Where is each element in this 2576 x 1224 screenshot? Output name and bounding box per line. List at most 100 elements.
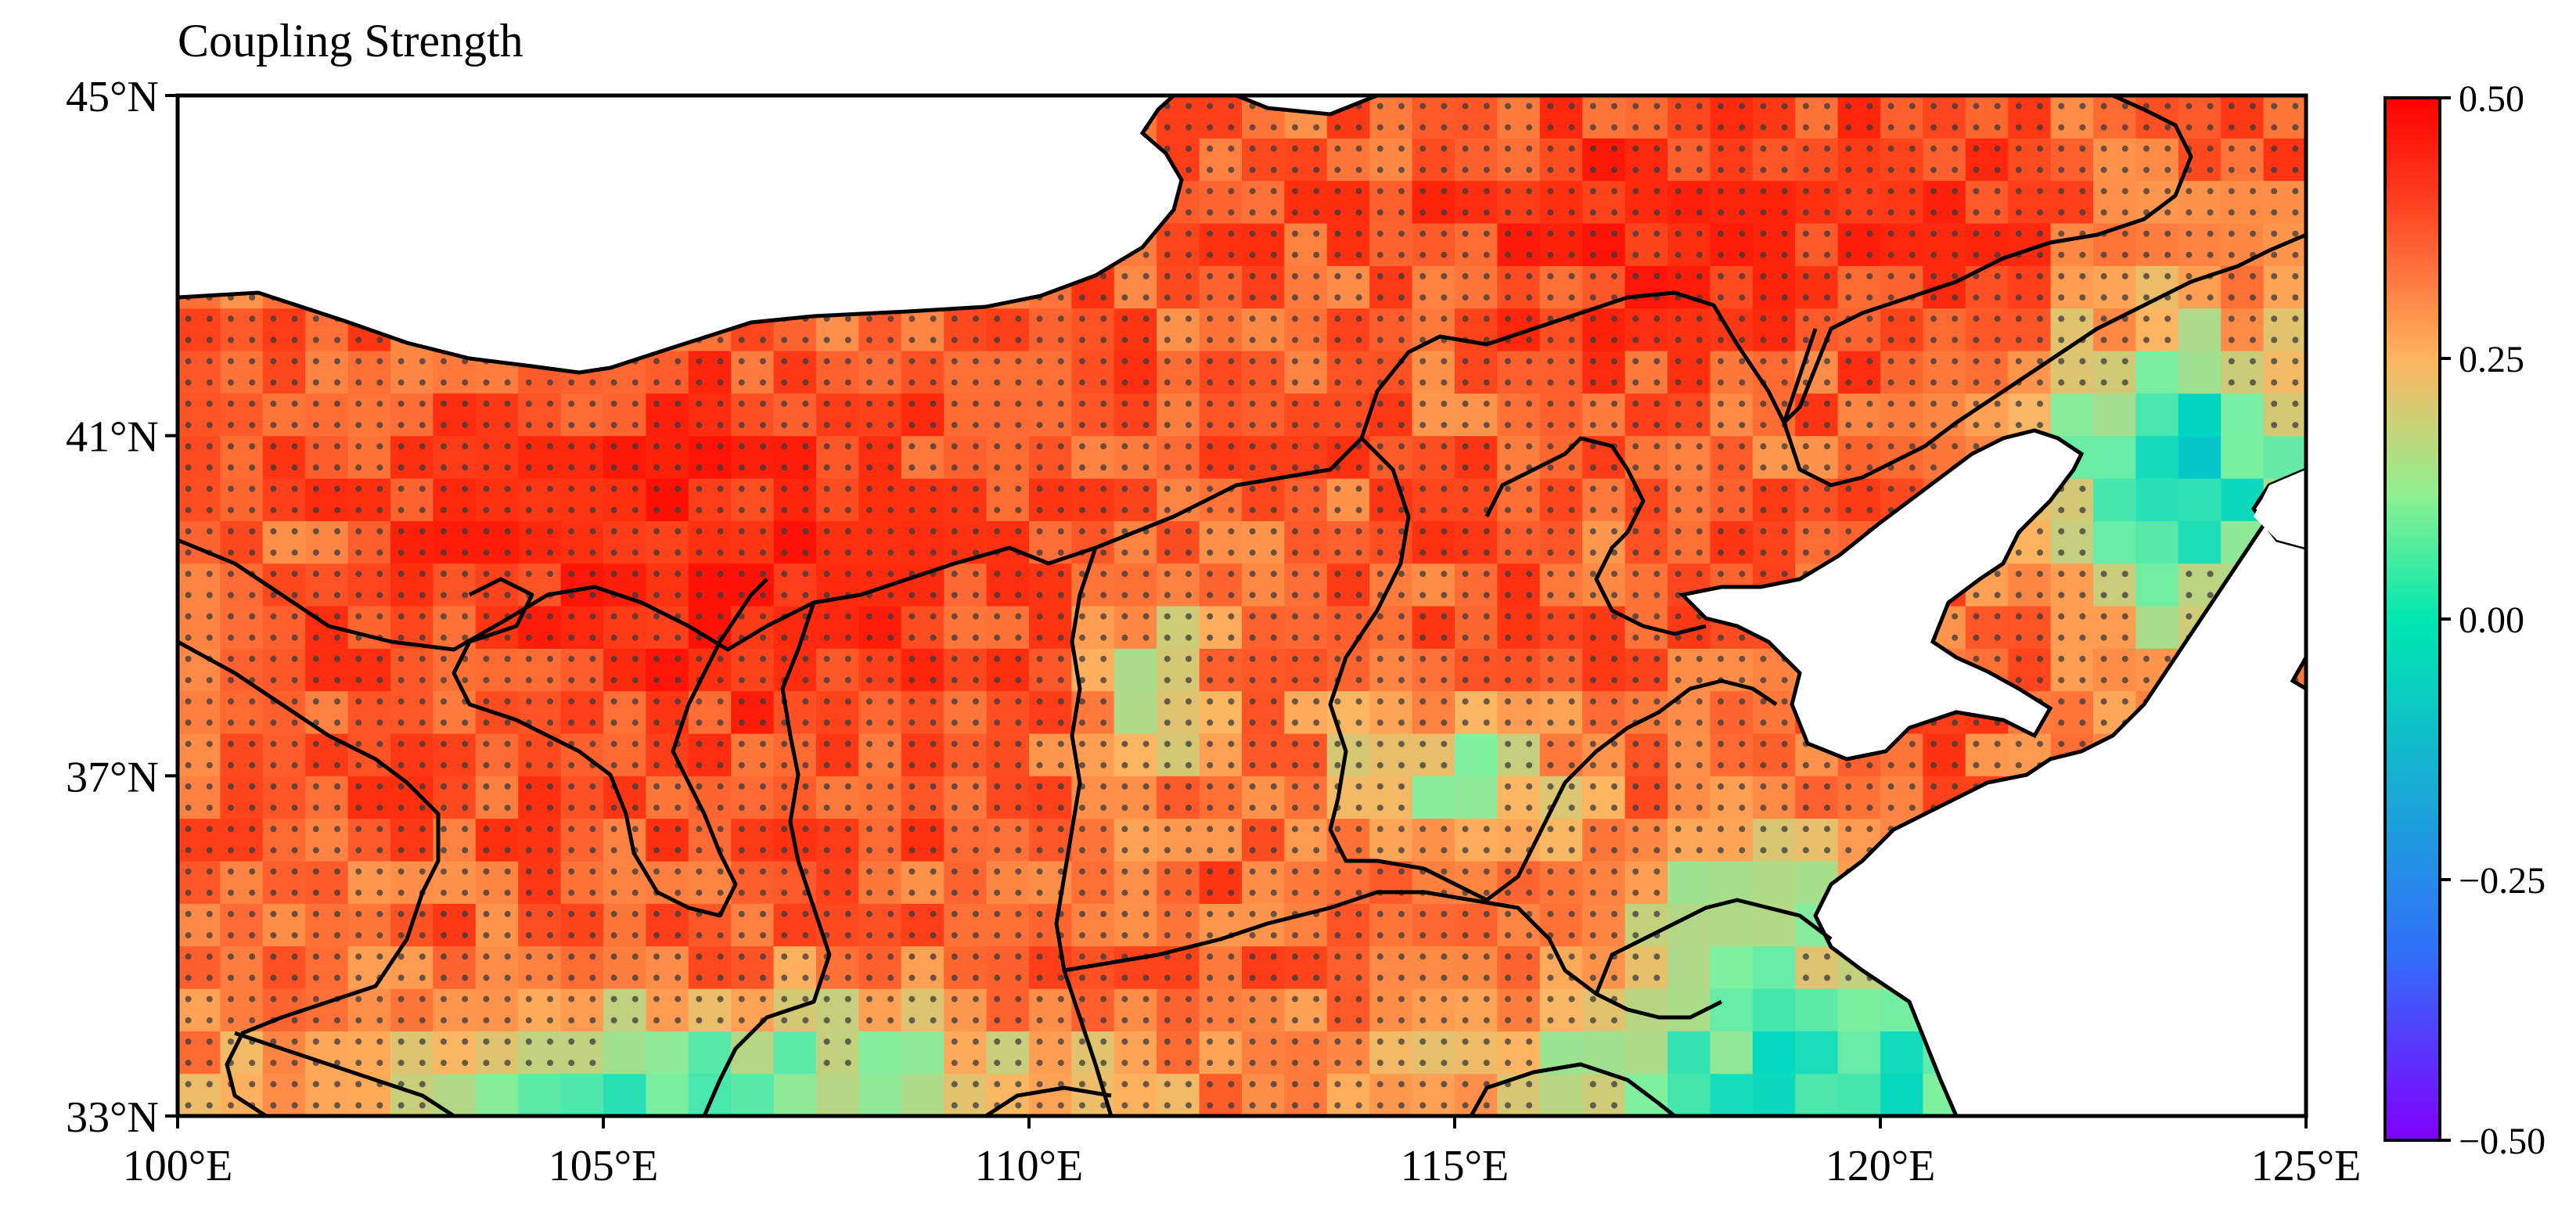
grid-cell <box>1157 520 1200 564</box>
significance-dot <box>1057 826 1064 833</box>
significance-dot <box>1653 953 1660 960</box>
significance-dot <box>589 805 596 812</box>
significance-dot <box>1185 634 1192 641</box>
significance-dot <box>249 868 256 875</box>
significance-dot <box>1441 719 1448 726</box>
significance-dot <box>568 527 575 535</box>
grid-cell <box>1497 648 1541 692</box>
significance-dot <box>1505 634 1511 641</box>
grid-cell <box>1242 776 1285 819</box>
significance-dot <box>1313 315 1320 322</box>
significance-dot <box>844 995 851 1003</box>
significance-dot <box>1526 124 1533 131</box>
grid-cell <box>178 945 221 989</box>
significance-dot <box>185 719 192 726</box>
significance-dot <box>760 932 766 939</box>
significance-dot <box>462 868 469 875</box>
significance-dot <box>1121 379 1128 386</box>
grid-cell <box>1455 945 1498 989</box>
grid-cell <box>901 478 944 521</box>
significance-dot <box>1334 1017 1341 1024</box>
significance-dot <box>1653 677 1660 684</box>
significance-dot <box>1015 655 1022 662</box>
grid-cell <box>986 393 1030 437</box>
significance-dot <box>376 953 383 960</box>
significance-dot <box>185 932 192 939</box>
significance-dot <box>738 592 745 599</box>
significance-dot <box>1739 379 1746 386</box>
grid-cell <box>731 563 775 607</box>
significance-dot <box>419 826 426 833</box>
significance-dot <box>738 549 745 556</box>
significance-dot <box>1376 422 1383 429</box>
significance-dot <box>1611 124 1617 131</box>
significance-dot <box>376 485 383 492</box>
significance-dot <box>1952 272 1959 279</box>
significance-dot <box>1376 761 1383 769</box>
grid-cell <box>1497 393 1541 437</box>
significance-dot <box>355 953 362 960</box>
grid-cell <box>1582 776 1626 819</box>
significance-dot <box>441 527 447 535</box>
significance-dot <box>1249 805 1256 812</box>
significance-dot <box>1355 677 1362 684</box>
grid-cell <box>433 690 477 734</box>
significance-dot <box>1207 783 1214 790</box>
significance-dot <box>291 889 298 896</box>
significance-dot <box>1185 230 1192 237</box>
significance-dot <box>1909 400 1916 407</box>
significance-dot <box>631 677 639 684</box>
grid-cell <box>1965 733 2009 776</box>
significance-dot <box>1930 188 1937 195</box>
significance-dot <box>1398 1102 1405 1109</box>
significance-dot <box>1228 1017 1235 1024</box>
grid-cell <box>2263 138 2306 182</box>
significance-dot <box>1845 294 1852 301</box>
significance-dot <box>1036 549 1043 556</box>
significance-dot <box>1270 740 1277 747</box>
grid-cell <box>178 435 221 479</box>
significance-dot <box>483 422 490 429</box>
significance-dot <box>887 677 894 684</box>
significance-dot <box>355 358 362 365</box>
significance-dot <box>504 805 511 812</box>
significance-dot <box>291 1038 298 1045</box>
significance-dot <box>1909 761 1916 769</box>
significance-dot <box>568 655 575 662</box>
significance-dot <box>228 783 234 790</box>
grid-cell <box>518 606 562 649</box>
significance-dot <box>1547 145 1554 152</box>
grid-cell <box>1157 988 1200 1031</box>
significance-dot <box>1653 571 1660 578</box>
grid-cell <box>1242 308 1285 351</box>
significance-dot <box>1228 740 1235 747</box>
significance-dot <box>249 910 256 917</box>
significance-dot <box>1313 400 1320 407</box>
significance-dot <box>1121 294 1128 301</box>
significance-dot <box>1164 315 1171 322</box>
significance-dot <box>844 932 851 939</box>
grid-cell <box>1369 265 1413 309</box>
grid-cell <box>220 520 264 564</box>
significance-dot <box>1675 613 1682 620</box>
significance-dot <box>973 995 979 1003</box>
significance-dot <box>1121 358 1128 365</box>
grid-cell <box>1710 95 1754 139</box>
grid-cell <box>2178 520 2222 564</box>
significance-dot <box>1441 677 1448 684</box>
grid-cell <box>1242 733 1285 776</box>
significance-dot <box>1547 337 1554 344</box>
grid-cell <box>1029 563 1072 607</box>
significance-dot <box>1526 698 1533 705</box>
significance-dot <box>1739 358 1746 365</box>
significance-dot <box>1142 549 1149 556</box>
significance-dot <box>930 740 937 747</box>
significance-dot <box>994 868 1001 875</box>
significance-dot <box>1292 506 1298 513</box>
significance-dot <box>355 379 362 386</box>
grid-cell <box>475 945 519 989</box>
significance-dot <box>1419 677 1427 684</box>
significance-dot <box>1228 889 1235 896</box>
significance-dot <box>1185 740 1192 747</box>
significance-dot <box>802 995 809 1003</box>
